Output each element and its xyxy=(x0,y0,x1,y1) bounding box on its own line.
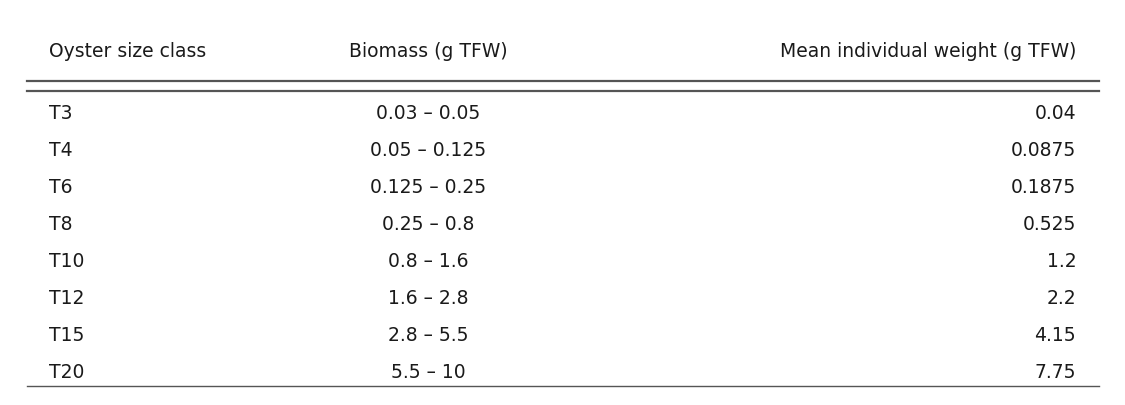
Text: Biomass (g TFW): Biomass (g TFW) xyxy=(349,42,507,61)
Text: 0.0875: 0.0875 xyxy=(1011,141,1077,160)
Text: 0.8 – 1.6: 0.8 – 1.6 xyxy=(388,252,469,270)
Text: 0.04: 0.04 xyxy=(1035,104,1077,123)
Text: T4: T4 xyxy=(48,141,72,160)
Text: 0.1875: 0.1875 xyxy=(1011,177,1077,196)
Text: 0.25 – 0.8: 0.25 – 0.8 xyxy=(382,214,475,233)
Text: T10: T10 xyxy=(48,252,84,270)
Text: T3: T3 xyxy=(48,104,72,123)
Text: T20: T20 xyxy=(48,362,84,381)
Text: T12: T12 xyxy=(48,288,84,307)
Text: 7.75: 7.75 xyxy=(1035,362,1077,381)
Text: T6: T6 xyxy=(48,177,72,196)
Text: 0.03 – 0.05: 0.03 – 0.05 xyxy=(377,104,480,123)
Text: 1.6 – 2.8: 1.6 – 2.8 xyxy=(388,288,469,307)
Text: 2.8 – 5.5: 2.8 – 5.5 xyxy=(388,325,469,344)
Text: T8: T8 xyxy=(48,214,72,233)
Text: 4.15: 4.15 xyxy=(1035,325,1077,344)
Text: T15: T15 xyxy=(48,325,84,344)
Text: 0.525: 0.525 xyxy=(1023,214,1077,233)
Text: 1.2: 1.2 xyxy=(1046,252,1077,270)
Text: 0.125 – 0.25: 0.125 – 0.25 xyxy=(370,177,487,196)
Text: Mean individual weight (g TFW): Mean individual weight (g TFW) xyxy=(780,42,1077,61)
Text: 5.5 – 10: 5.5 – 10 xyxy=(392,362,466,381)
Text: 2.2: 2.2 xyxy=(1046,288,1077,307)
Text: 0.05 – 0.125: 0.05 – 0.125 xyxy=(370,141,487,160)
Text: Oyster size class: Oyster size class xyxy=(48,42,206,61)
